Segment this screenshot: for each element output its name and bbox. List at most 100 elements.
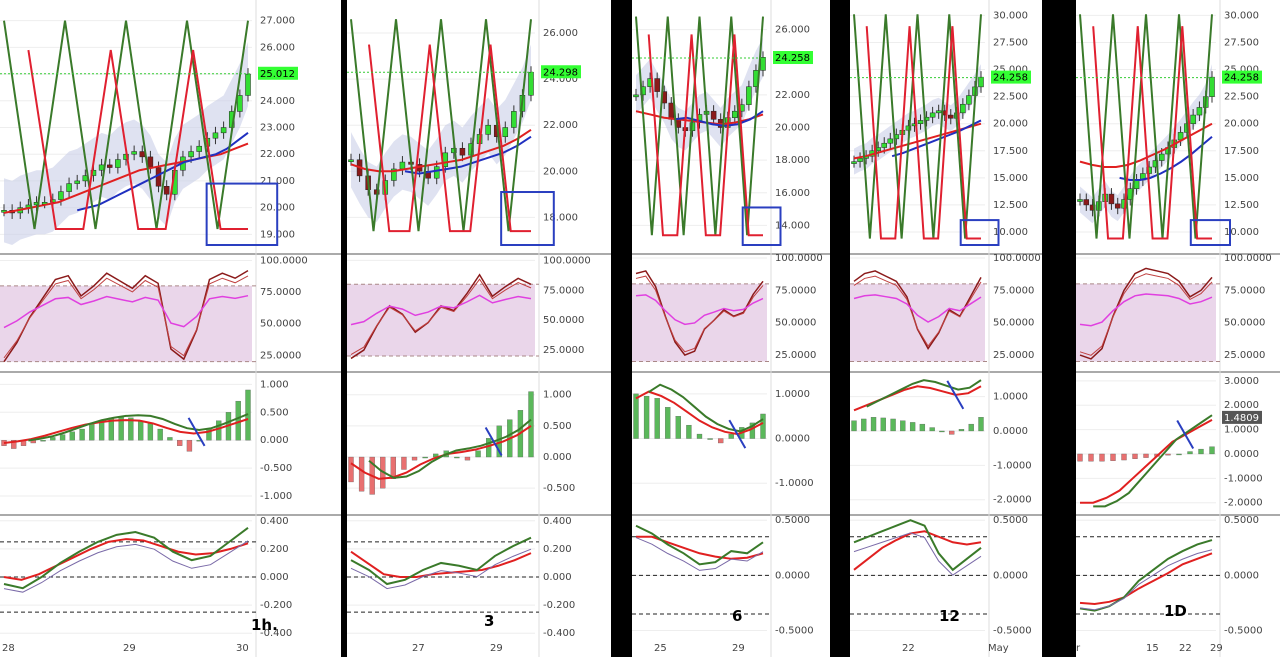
macd-bar — [958, 429, 965, 432]
y-tick-label: -0.400 — [543, 628, 575, 639]
annotation-box — [959, 219, 1000, 246]
y-tick-label: 10.000 — [993, 227, 1028, 238]
y-tick-label: 50.0000 — [1224, 318, 1265, 329]
timeframe-label: 3 — [484, 612, 495, 630]
stochastic-line-magenta — [853, 294, 982, 323]
macd-bar — [11, 440, 17, 449]
y-tick-label: 75.0000 — [1224, 285, 1265, 296]
candle — [528, 71, 534, 96]
chart-svg: 30.000 27.500 25.000 22.500 20.000 17.500 15.0… — [850, 0, 1042, 657]
stochastic-line-magenta — [1079, 293, 1213, 327]
y-tick-label: 3.0000 — [1224, 376, 1259, 387]
candle — [1146, 166, 1152, 174]
oscillator-line-green — [3, 527, 249, 590]
y-tick-label: 100.0000 — [260, 256, 308, 267]
candle — [74, 180, 80, 184]
timeframe-label: 1h. — [251, 616, 278, 634]
oscillator-line-red — [636, 535, 764, 560]
macd-value-tag: 1.4809 — [1222, 410, 1262, 424]
chart-svg: 27.00026.00025.00024.00023.00022.00021.0… — [0, 0, 341, 657]
candle — [1133, 179, 1140, 189]
y-tick-label: 100.0000 — [993, 253, 1041, 264]
candle — [1190, 114, 1196, 124]
y-tick-label: 0.0000 — [1224, 570, 1259, 581]
y-tick-label: 0.5000 — [775, 515, 810, 526]
macd-bar — [475, 450, 481, 458]
y-tick-label: 0.000 — [543, 452, 572, 463]
candle — [1196, 107, 1203, 116]
oscillator-line-green — [635, 524, 764, 566]
annotation-box — [500, 191, 555, 247]
candle — [131, 151, 137, 155]
y-tick-label: 20.000 — [993, 119, 1028, 130]
y-tick-label: 0.0000 — [993, 570, 1028, 581]
y-tick-label: -2.0000 — [1224, 498, 1263, 509]
chart-panel-1d: 30.000 27.500 25.000 22.500 20.000 17.500 15.0… — [1076, 0, 1280, 657]
chart-svg: 30.000 27.500 25.000 22.500 20.000 17.500 15.0… — [1076, 0, 1280, 657]
y-tick-label: 0.0000 — [775, 570, 810, 581]
y-tick-label: 75.0000 — [993, 285, 1034, 296]
macd-bar — [1110, 453, 1116, 461]
macd-bar — [401, 456, 407, 470]
candle — [163, 186, 170, 195]
macd-bar — [707, 438, 713, 440]
macd-bar — [454, 456, 460, 459]
x-tick-label: 28 — [2, 643, 15, 654]
candle — [732, 110, 738, 118]
candle — [188, 151, 194, 158]
candle — [459, 147, 466, 156]
y-tick-label: 15.000 — [1224, 173, 1259, 184]
svg-text:24.298: 24.298 — [543, 67, 578, 78]
y-tick-label: -1.000 — [260, 491, 292, 502]
y-tick-label: 12.500 — [993, 200, 1028, 211]
y-tick-label: -0.500 — [260, 463, 292, 474]
y-tick-label: 1.000 — [260, 379, 289, 390]
y-tick-label: 18.000 — [543, 212, 578, 223]
candle — [1083, 199, 1090, 206]
y-tick-label: 24.000 — [543, 74, 578, 85]
candle — [58, 191, 64, 200]
y-tick-label: 1.0000 — [1224, 425, 1259, 436]
macd-bar — [69, 431, 75, 441]
svg-text:24.258: 24.258 — [993, 73, 1028, 84]
macd-bar — [1198, 448, 1204, 455]
candle — [399, 161, 406, 170]
y-tick-label: 2.0000 — [1224, 400, 1259, 411]
x-tick-label: 30 — [236, 643, 249, 654]
y-tick-label: -0.5000 — [1224, 625, 1263, 636]
annotation-box — [1189, 219, 1232, 246]
y-tick-label: 27.000 — [260, 16, 295, 27]
last-price-tag: 24.258 — [773, 51, 813, 65]
macd-bar — [59, 434, 66, 441]
stochastic-line-magenta — [635, 294, 764, 326]
candle — [851, 161, 857, 164]
chart-panel-1h: 27.00026.00025.00024.00023.00022.00021.0… — [0, 0, 341, 657]
candle — [654, 78, 660, 92]
macd-bar — [137, 420, 144, 441]
y-tick-label: 0.400 — [260, 516, 289, 527]
y-tick-label: 26.000 — [543, 28, 578, 39]
y-tick-label: 30.000 — [1224, 10, 1259, 21]
y-tick-label: 0.0000 — [993, 426, 1028, 437]
oscillator-line-green — [1079, 539, 1213, 612]
candle — [948, 114, 954, 119]
chart-panel-6: 26.000 22.000 20.000 18.000 16.000 14.000 100.… — [632, 0, 830, 657]
macd-bar — [643, 395, 650, 439]
macd-bar — [665, 407, 671, 439]
y-tick-label: 22.000 — [775, 90, 810, 101]
candle — [929, 112, 936, 118]
annotation-box — [205, 182, 279, 246]
svg-text:25.012: 25.012 — [260, 69, 295, 80]
stochastic-zone — [850, 283, 985, 362]
y-tick-label: 25.000 — [1224, 65, 1259, 76]
stochastic-line-2 — [350, 278, 532, 356]
candle — [746, 86, 752, 105]
candle — [196, 145, 202, 152]
stochastic-line-2 — [1079, 273, 1213, 356]
candle — [511, 111, 517, 128]
oscillator-line-purple — [853, 532, 982, 576]
stochastic-line-2 — [853, 275, 982, 347]
macd-bar — [147, 423, 154, 441]
macd-bar — [485, 438, 492, 458]
macd-bar — [1121, 453, 1127, 461]
